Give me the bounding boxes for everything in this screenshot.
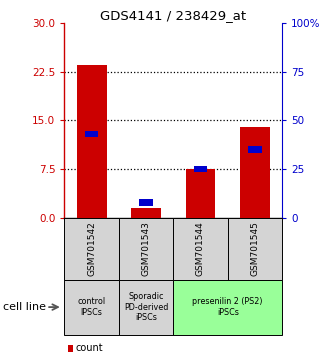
Text: control
IPSCs: control IPSCs <box>78 297 106 317</box>
Text: Sporadic
PD-derived
iPSCs: Sporadic PD-derived iPSCs <box>124 292 168 322</box>
Bar <box>240 127 270 218</box>
Bar <box>194 166 207 172</box>
FancyBboxPatch shape <box>64 218 119 280</box>
Bar <box>248 146 262 153</box>
FancyBboxPatch shape <box>173 280 282 335</box>
FancyBboxPatch shape <box>119 280 173 335</box>
FancyBboxPatch shape <box>228 218 282 280</box>
Bar <box>77 65 107 218</box>
Text: GSM701544: GSM701544 <box>196 221 205 276</box>
FancyBboxPatch shape <box>119 218 173 280</box>
Text: count: count <box>76 343 104 353</box>
Bar <box>68 345 73 352</box>
Text: presenilin 2 (PS2)
iPSCs: presenilin 2 (PS2) iPSCs <box>192 297 263 317</box>
Text: cell line: cell line <box>3 302 46 312</box>
Bar <box>139 199 153 206</box>
Title: GDS4141 / 238429_at: GDS4141 / 238429_at <box>100 9 246 22</box>
Text: GSM701542: GSM701542 <box>87 221 96 276</box>
FancyBboxPatch shape <box>173 218 228 280</box>
Bar <box>85 131 98 137</box>
Text: GSM701543: GSM701543 <box>142 221 150 276</box>
FancyBboxPatch shape <box>64 280 119 335</box>
Bar <box>185 169 215 218</box>
Bar <box>131 208 161 218</box>
Text: GSM701545: GSM701545 <box>250 221 259 276</box>
